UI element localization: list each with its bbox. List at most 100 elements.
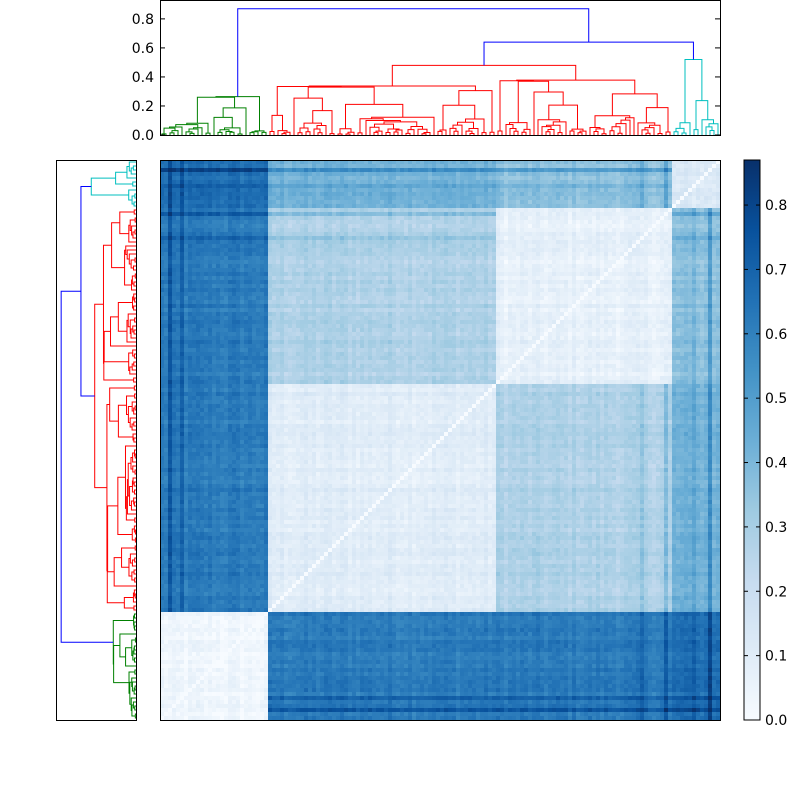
heatmap-cell — [320, 264, 324, 268]
heatmap-cell — [216, 268, 220, 272]
heatmap-cell — [548, 260, 552, 264]
heatmap-cell — [348, 212, 352, 216]
heatmap-cell — [588, 220, 592, 224]
heatmap-cell — [340, 276, 344, 280]
heatmap-cell — [220, 236, 224, 240]
heatmap-cell — [604, 280, 608, 284]
heatmap-cell — [596, 224, 600, 228]
heatmap-cell — [216, 220, 220, 224]
heatmap-cell — [304, 184, 308, 188]
heatmap-cell — [396, 280, 400, 284]
heatmap-cell — [692, 192, 696, 196]
heatmap-cell — [376, 272, 380, 276]
heatmap-cell — [332, 196, 336, 200]
heatmap-cell — [552, 204, 556, 208]
heatmap-cell — [176, 164, 180, 168]
heatmap-cell — [536, 188, 540, 192]
heatmap-cell — [456, 236, 460, 240]
heatmap-cell — [604, 212, 608, 216]
heatmap-cell — [468, 264, 472, 268]
heatmap-cell — [496, 204, 500, 208]
heatmap-cell — [164, 204, 168, 208]
heatmap-cell — [500, 208, 504, 212]
heatmap-cell — [228, 256, 232, 260]
heatmap-cell — [588, 224, 592, 228]
heatmap-cell — [464, 212, 468, 216]
heatmap-cell — [224, 212, 228, 216]
heatmap-cell — [524, 180, 528, 184]
heatmap-cell — [696, 292, 700, 296]
heatmap-cell — [248, 268, 252, 272]
heatmap-cell — [256, 192, 260, 196]
heatmap-cell — [700, 248, 704, 252]
heatmap-cell — [712, 212, 716, 216]
heatmap-cell — [496, 264, 500, 268]
heatmap-cell — [212, 192, 216, 196]
heatmap-cell — [452, 220, 456, 224]
heatmap-cell — [168, 280, 172, 284]
heatmap-cell — [436, 260, 440, 264]
heatmap-cell — [340, 244, 344, 248]
heatmap-cell — [556, 252, 560, 256]
heatmap-cell — [208, 292, 212, 296]
heatmap-cell — [696, 228, 700, 232]
heatmap-cell — [684, 288, 688, 292]
heatmap-cell — [488, 184, 492, 188]
heatmap-cell — [180, 272, 184, 276]
heatmap-cell — [628, 208, 632, 212]
heatmap-cell — [380, 268, 384, 272]
heatmap-cell — [228, 260, 232, 264]
heatmap-cell — [188, 176, 192, 180]
heatmap-cell — [472, 240, 476, 244]
heatmap-cell — [316, 252, 320, 256]
heatmap-cell — [628, 240, 632, 244]
heatmap-cell — [200, 220, 204, 224]
heatmap-cell — [204, 248, 208, 252]
heatmap-cell — [204, 244, 208, 248]
heatmap-cell — [520, 260, 524, 264]
heatmap-cell — [556, 168, 560, 172]
heatmap-cell — [564, 172, 568, 176]
heatmap-cell — [688, 188, 692, 192]
heatmap-cell — [268, 244, 272, 248]
heatmap-cell — [488, 168, 492, 172]
heatmap-cell — [464, 288, 468, 292]
heatmap-cell — [692, 216, 696, 220]
heatmap-cell — [636, 264, 640, 268]
heatmap-cell — [548, 172, 552, 176]
heatmap-cell — [700, 280, 704, 284]
heatmap-cell — [708, 164, 712, 168]
heatmap-cell — [428, 216, 432, 220]
heatmap-cell — [516, 176, 520, 180]
heatmap-cell — [512, 176, 516, 180]
heatmap-cell — [256, 268, 260, 272]
heatmap-cell — [172, 300, 176, 304]
heatmap-cell — [544, 260, 548, 264]
heatmap-cell — [292, 264, 296, 268]
heatmap-cell — [272, 248, 276, 252]
heatmap-cell — [364, 248, 368, 252]
heatmap-cell — [224, 192, 228, 196]
heatmap-cell — [300, 228, 304, 232]
heatmap-cell — [380, 176, 384, 180]
heatmap-cell — [196, 240, 200, 244]
heatmap-cell — [444, 268, 448, 272]
heatmap-cell — [244, 288, 248, 292]
heatmap-cell — [516, 228, 520, 232]
heatmap-cell — [388, 180, 392, 184]
heatmap-cell — [696, 288, 700, 292]
heatmap-cell — [440, 164, 444, 168]
heatmap-cell — [288, 244, 292, 248]
heatmap-cell — [208, 240, 212, 244]
heatmap-cell — [668, 212, 672, 216]
heatmap-cell — [292, 192, 296, 196]
heatmap-cell — [356, 260, 360, 264]
heatmap-cell — [348, 260, 352, 264]
heatmap-cell — [564, 276, 568, 280]
heatmap-cell — [276, 300, 280, 304]
heatmap-cell — [492, 264, 496, 268]
heatmap-cell — [672, 268, 676, 272]
heatmap-cell — [644, 240, 648, 244]
heatmap-cell — [216, 284, 220, 288]
heatmap-cell — [388, 256, 392, 260]
